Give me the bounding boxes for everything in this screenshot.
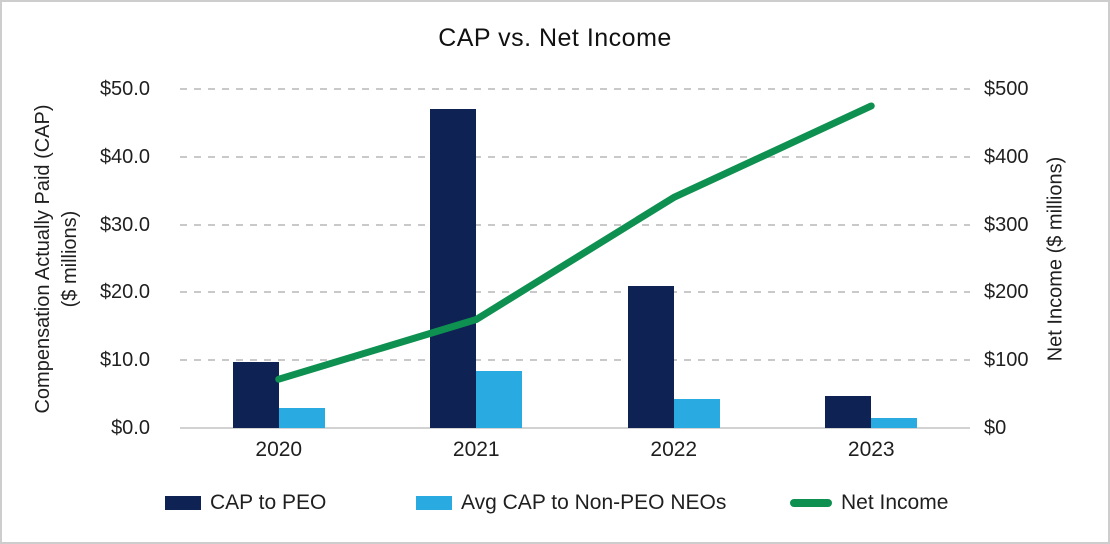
bar-avg-cap-to-non-peo-neos-2022: [673, 398, 720, 428]
x-axis-label-2022: 2022: [650, 438, 698, 461]
gridline: [180, 223, 970, 226]
gridline: [180, 359, 970, 362]
right-axis-tick: $300: [984, 213, 1029, 236]
x-axis-label-2020: 2020: [255, 438, 303, 461]
bar-cap-to-peo-2022: [627, 285, 674, 428]
left-axis-tick: $50.0: [99, 78, 150, 100]
left-axis-tick: $30.0: [99, 213, 150, 236]
x-axis-label-2021: 2021: [452, 438, 500, 461]
left-axis-tick: $40.0: [99, 145, 150, 168]
legend-item-cap-to-peo: CAP to PEO: [165, 489, 326, 517]
left-axis-title: Compensation Actually Paid (CAP) ($ mill…: [28, 89, 86, 428]
right-axis-tick: $200: [984, 281, 1029, 304]
bar-cap-to-peo-2023: [825, 396, 872, 428]
right-axis-tick: $100: [984, 349, 1029, 372]
bar-cap-to-peo-2020: [232, 362, 279, 428]
legend: CAP to PEO Avg CAP to Non-PEO NEOs Net I…: [2, 489, 1108, 517]
bar-avg-cap-to-non-peo-neos-2020: [278, 407, 325, 428]
right-axis-title-text: Net Income ($ millions): [1044, 156, 1067, 361]
legend-label-cap-to-peo: CAP to PEO: [210, 491, 327, 514]
gridline: [180, 88, 970, 90]
x-axis-line: [180, 427, 970, 429]
legend-swatch-cap-to-peo: [165, 496, 201, 510]
bar-avg-cap-to-non-peo-neos-2023: [871, 417, 918, 428]
right-axis-tick: $0: [984, 417, 1007, 439]
right-axis-tick: $500: [984, 78, 1029, 100]
chart-title: CAP vs. Net Income: [438, 24, 672, 52]
gridline: [180, 155, 970, 158]
bar-cap-to-peo-2021: [430, 109, 477, 428]
left-axis-tick: $10.0: [99, 349, 150, 372]
bar-avg-cap-to-non-peo-neos-2021: [476, 371, 523, 428]
legend-label-net-income: Net Income: [841, 491, 949, 514]
right-axis-title: Net Income ($ millions): [1040, 89, 1072, 428]
legend-swatch-avg-cap-non-peo: [416, 496, 452, 510]
legend-label-avg-cap-non-peo: Avg CAP to Non-PEO NEOs: [461, 491, 727, 514]
legend-item-avg-cap-non-peo: Avg CAP to Non-PEO NEOs: [416, 489, 726, 517]
legend-swatch-net-income: [790, 499, 832, 507]
left-axis-tick: $20.0: [99, 281, 150, 304]
legend-item-net-income: Net Income: [790, 489, 948, 517]
left-axis-tick: $0.0: [111, 417, 150, 439]
x-axis-label-2023: 2023: [847, 438, 895, 461]
gridline: [180, 291, 970, 294]
right-axis-tick: $400: [984, 145, 1029, 168]
net-income-line: [275, 102, 875, 383]
